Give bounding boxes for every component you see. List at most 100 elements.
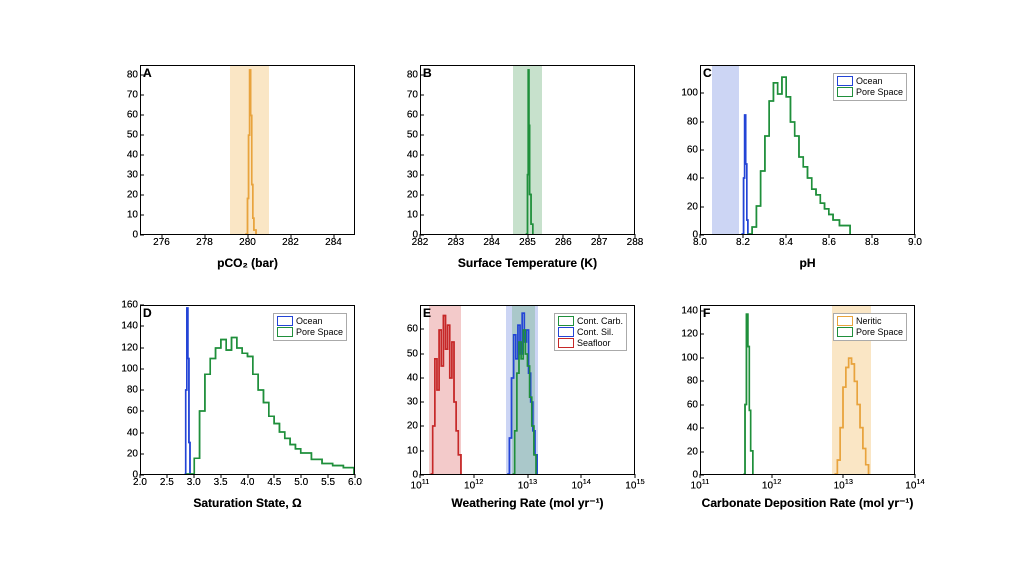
panel-letter: C	[703, 66, 712, 80]
legend-label: Cont. Sil.	[577, 327, 614, 338]
legend-item: Seafloor	[558, 338, 623, 349]
ytick-label: 10	[112, 210, 138, 221]
histogram-pore	[186, 338, 354, 475]
xtick-label: 285	[519, 237, 536, 248]
histogram-temp	[526, 70, 533, 234]
ytick-label: 70	[392, 90, 418, 101]
ytick-label: 70	[112, 90, 138, 101]
plot-area	[420, 65, 635, 235]
ytick-label: 0	[392, 470, 418, 481]
xtick-label: 3.5	[214, 477, 228, 488]
ytick-mark	[140, 347, 144, 348]
ytick-label: 30	[392, 397, 418, 408]
ytick-label: 80	[112, 385, 138, 396]
histogram-seafloor	[431, 316, 461, 474]
ytick-mark	[420, 115, 424, 116]
ytick-label: 20	[392, 190, 418, 201]
legend-swatch	[837, 327, 853, 337]
xtick-label: 287	[591, 237, 608, 248]
legend-label: Ocean	[296, 316, 323, 327]
ytick-label: 20	[112, 190, 138, 201]
ytick-mark	[140, 326, 144, 327]
ytick-mark	[420, 135, 424, 136]
ytick-mark	[140, 390, 144, 391]
panel-letter: A	[143, 66, 152, 80]
ytick-label: 40	[672, 173, 698, 184]
ytick-label: 20	[672, 201, 698, 212]
ytick-mark	[700, 475, 704, 476]
xtick-label: 1014	[572, 477, 591, 491]
ytick-label: 140	[672, 305, 698, 316]
ytick-label: 60	[672, 399, 698, 410]
ytick-label: 40	[392, 372, 418, 383]
panel-A: ApCO₂ (bar)27627828028228401020304050607…	[110, 60, 360, 270]
legend-label: Pore Space	[296, 327, 343, 338]
legend-label: Pore Space	[856, 87, 903, 98]
ytick-mark	[420, 450, 424, 451]
ytick-mark	[420, 235, 424, 236]
ytick-mark	[700, 150, 704, 151]
xtick-label: 8.4	[779, 237, 793, 248]
ytick-mark	[140, 95, 144, 96]
legend-label: Pore Space	[856, 327, 903, 338]
ytick-mark	[700, 206, 704, 207]
plot-area: Cont. Carb.Cont. Sil.Seafloor	[420, 305, 635, 475]
ytick-mark	[140, 475, 144, 476]
ytick-mark	[140, 155, 144, 156]
x-axis-label: Surface Temperature (K)	[420, 256, 635, 270]
ytick-label: 160	[112, 300, 138, 311]
x-axis-label: Saturation State, Ω	[140, 496, 355, 510]
x-axis-label: pH	[700, 256, 915, 270]
panel-letter: F	[703, 306, 710, 320]
figure-grid: ApCO₂ (bar)27627828028228401020304050607…	[110, 60, 920, 510]
x-axis-label: Carbonate Deposition Rate (mol yr⁻¹)	[700, 496, 915, 510]
panel-B: BSurface Temperature (K)2822832842852862…	[390, 60, 640, 270]
xtick-label: 283	[447, 237, 464, 248]
panel-letter: B	[423, 66, 432, 80]
histogram-pCO2	[245, 70, 256, 234]
ytick-label: 0	[672, 470, 698, 481]
ytick-mark	[420, 215, 424, 216]
ytick-label: 40	[112, 150, 138, 161]
ytick-mark	[420, 426, 424, 427]
xtick-label: 280	[239, 237, 256, 248]
xtick-label: 2.5	[160, 477, 174, 488]
ytick-mark	[420, 402, 424, 403]
histogram-neritic	[834, 358, 868, 474]
ytick-label: 40	[392, 150, 418, 161]
xtick-label: 282	[282, 237, 299, 248]
legend: Cont. Carb.Cont. Sil.Seafloor	[554, 313, 627, 351]
xtick-label: 1014	[905, 477, 924, 491]
ytick-mark	[700, 334, 704, 335]
xtick-label: 4.0	[241, 477, 255, 488]
x-axis-label: pCO₂ (bar)	[140, 256, 355, 270]
ytick-label: 10	[392, 210, 418, 221]
plot-area	[140, 65, 355, 235]
histogram-contsil	[507, 313, 537, 474]
legend-swatch	[277, 327, 293, 337]
series-svg	[421, 66, 634, 234]
ytick-mark	[700, 428, 704, 429]
ytick-mark	[700, 121, 704, 122]
ytick-mark	[420, 95, 424, 96]
legend-label: Ocean	[856, 76, 883, 87]
ytick-mark	[420, 377, 424, 378]
ytick-label: 60	[112, 406, 138, 417]
legend-swatch	[837, 316, 853, 326]
panel-C: OceanPore SpaceCpH8.08.28.48.68.89.00204…	[670, 60, 920, 270]
ytick-mark	[700, 381, 704, 382]
ytick-mark	[140, 453, 144, 454]
legend-item: Ocean	[277, 316, 343, 327]
xtick-label: 1013	[518, 477, 537, 491]
ytick-mark	[420, 329, 424, 330]
ytick-label: 140	[112, 321, 138, 332]
legend-item: Pore Space	[277, 327, 343, 338]
ytick-mark	[420, 155, 424, 156]
ytick-label: 100	[672, 352, 698, 363]
legend: OceanPore Space	[833, 73, 907, 101]
panel-D: OceanPore SpaceDSaturation State, Ω2.02.…	[110, 300, 360, 510]
panel-letter: D	[143, 306, 152, 320]
ytick-mark	[420, 175, 424, 176]
ytick-label: 20	[392, 421, 418, 432]
ytick-label: 30	[112, 170, 138, 181]
